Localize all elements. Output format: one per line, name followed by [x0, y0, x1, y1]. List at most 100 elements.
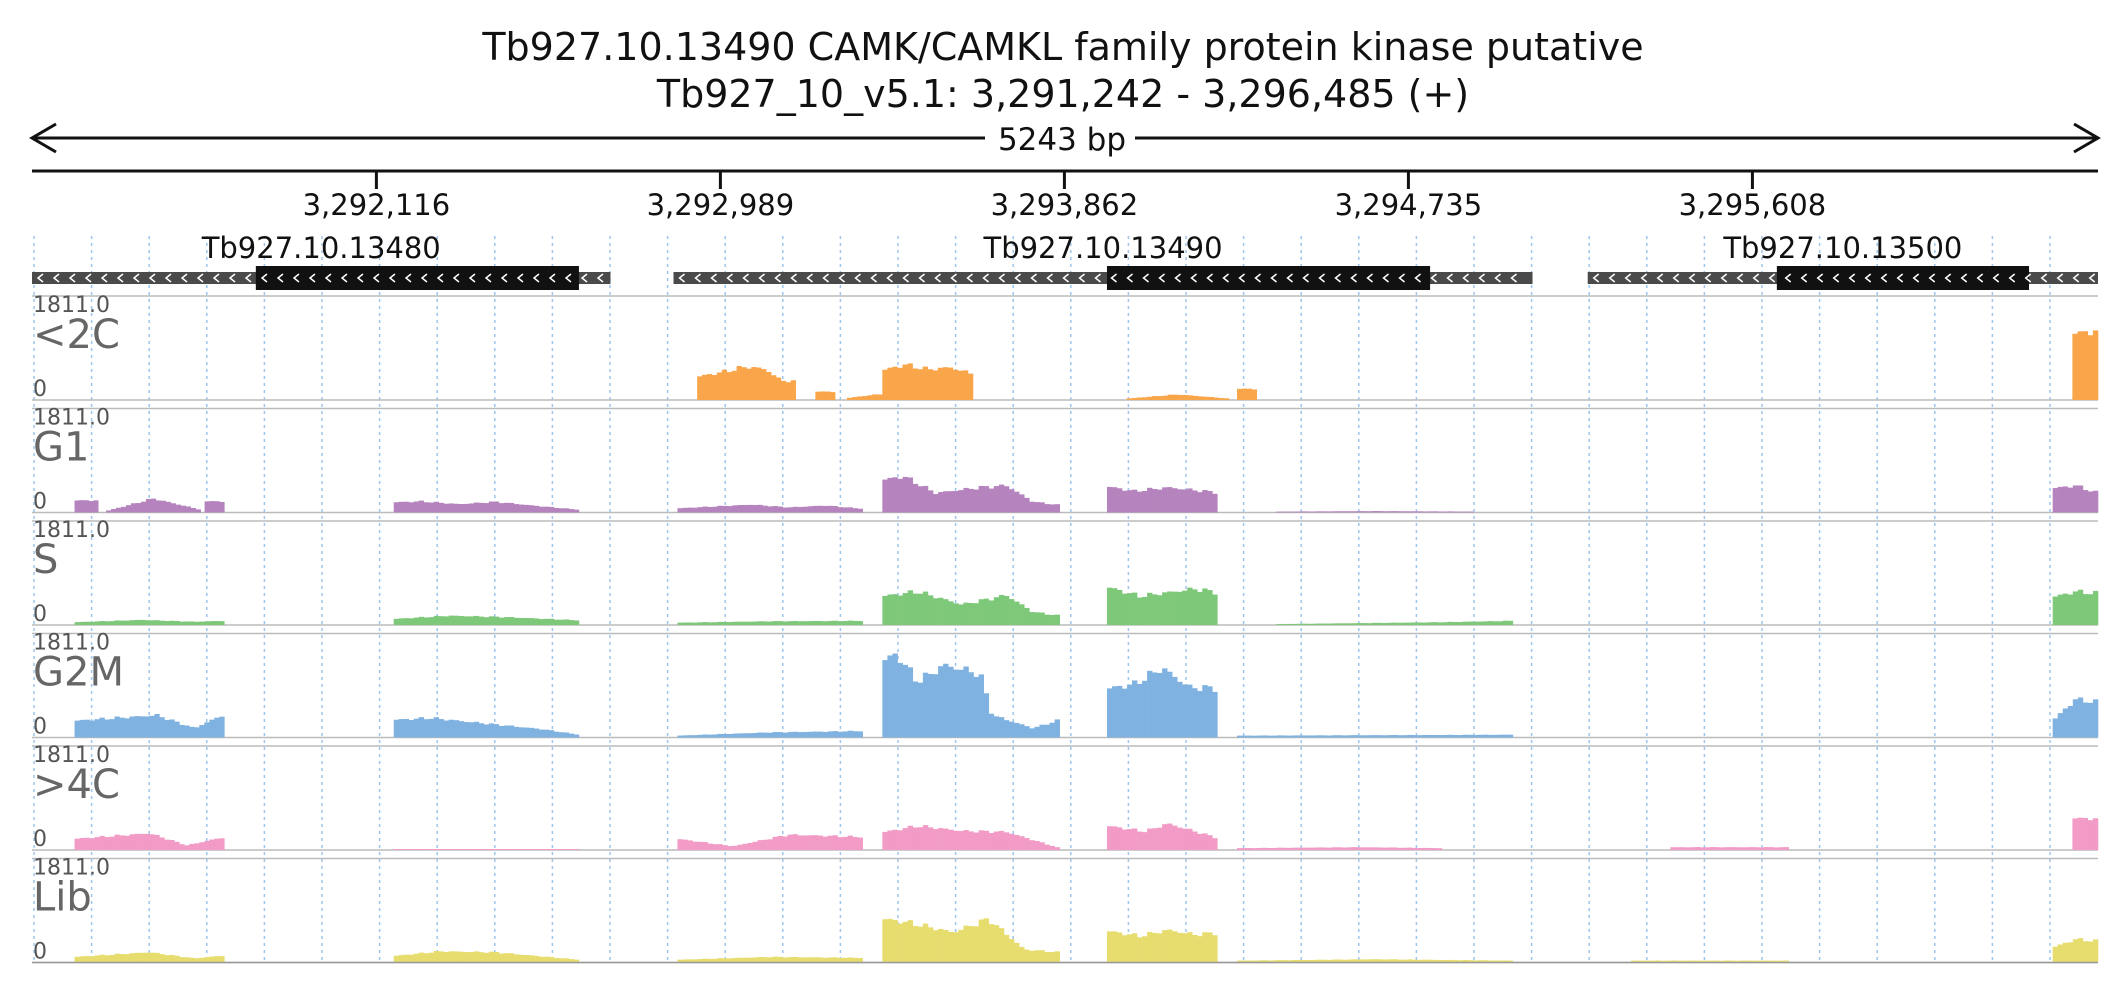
- coverage-bar: [418, 849, 425, 850]
- coverage-bar: [1685, 960, 1691, 963]
- coverage-bar: [707, 843, 713, 850]
- coverage-bar: [1416, 847, 1423, 850]
- coverage-bar: [1321, 511, 1328, 513]
- coverage-bar: [1167, 671, 1173, 738]
- coverage-bar: [917, 369, 923, 400]
- coverage-bar: [822, 621, 828, 625]
- coverage-bar: [822, 505, 828, 513]
- coverage-bar: [892, 653, 898, 738]
- coverage-bar: [1157, 672, 1163, 738]
- coverage-bar: [953, 669, 959, 738]
- track-name-label: Lib: [33, 875, 92, 921]
- strand-arrow: [806, 273, 813, 283]
- strand-arrow: [500, 273, 508, 283]
- strand-arrow: [1768, 273, 1776, 283]
- strand-arrow: [1142, 273, 1149, 283]
- coverage-bar: [558, 958, 565, 963]
- coverage-bar: [837, 837, 843, 850]
- coverage-bar: [413, 718, 420, 738]
- strand-arrow: [1880, 273, 1888, 283]
- coverage-bar: [84, 621, 90, 625]
- coverage-bar: [887, 367, 893, 400]
- coverage-bar: [169, 620, 175, 625]
- coverage-bar: [1462, 734, 1469, 738]
- coverage-bar: [1422, 511, 1429, 513]
- coverage-bar: [892, 594, 898, 625]
- coverage-bar: [1640, 960, 1647, 963]
- coverage-bar: [1336, 623, 1343, 625]
- coverage-bar: [837, 507, 843, 513]
- grid-lines: [33, 236, 2051, 962]
- coverage-bar: [677, 622, 683, 625]
- coverage-bar: [448, 849, 455, 850]
- coverage-bar: [2052, 718, 2059, 738]
- coverage-bar: [1277, 735, 1283, 738]
- coverage-bar: [174, 620, 180, 625]
- coverage-bar: [99, 621, 105, 625]
- strand-arrow: [1720, 273, 1728, 283]
- coverage-bar: [737, 505, 743, 513]
- coverage-bar: [953, 830, 959, 850]
- coverage-bar: [702, 622, 708, 625]
- coverage-bar: [1734, 847, 1740, 850]
- coverage-bar: [1162, 668, 1168, 738]
- coverage-bar: [792, 506, 798, 513]
- coverage-bar: [1147, 828, 1153, 850]
- coverage-bar: [1442, 622, 1448, 625]
- coverage-bar: [179, 724, 185, 738]
- coverage-bar: [528, 618, 535, 625]
- track-name-label: S: [33, 537, 58, 583]
- coverage-bar: [2092, 590, 2099, 625]
- coverage-bar: [1331, 623, 1338, 625]
- coverage-bar: [1392, 511, 1398, 513]
- coverage-bar: [1382, 511, 1388, 513]
- gene-Tb927.10.13500[interactable]: Tb927.10.13500: [1587, 231, 2098, 290]
- coverage-bar: [1362, 735, 1368, 738]
- coverage-bar: [726, 372, 732, 400]
- coverage-bar: [498, 726, 505, 738]
- gene-Tb927.10.13480[interactable]: Tb927.10.13480: [32, 231, 611, 290]
- coverage-bar: [1182, 828, 1188, 850]
- coverage-bar: [842, 621, 848, 625]
- coverage-bar: [1202, 932, 1208, 963]
- coverage-bar: [1467, 960, 1474, 963]
- coverage-bar: [443, 952, 450, 963]
- coverage-bar: [993, 925, 1000, 963]
- track-min-label: 0: [33, 715, 47, 740]
- coverage-bar: [852, 731, 858, 738]
- coverage-bar: [1044, 951, 1050, 963]
- coverage-bar: [1257, 735, 1263, 738]
- track->4C: 1811.0 0 >4C: [32, 743, 2099, 852]
- coverage-bar: [1029, 501, 1035, 513]
- coverage-bar: [1157, 489, 1163, 513]
- strand-arrow: [2008, 273, 2016, 283]
- coverage-bar: [1326, 511, 1333, 513]
- coverage-bar: [717, 958, 723, 963]
- coverage-bar: [1739, 960, 1745, 963]
- coverage-bar: [1197, 591, 1203, 625]
- coverage-bar: [1431, 848, 1438, 850]
- coverage-bar: [393, 502, 400, 513]
- coverage-bar: [812, 505, 818, 513]
- coverage-bar: [1301, 847, 1308, 850]
- coverage-bar: [1361, 847, 1368, 850]
- coverage-bar: [938, 597, 944, 625]
- coverage-bar: [692, 841, 698, 850]
- coverage-bar: [741, 367, 747, 400]
- coverage-bar: [756, 367, 762, 400]
- coverage-bar: [1241, 388, 1248, 400]
- coverage-bar: [518, 727, 525, 738]
- coverage-bar: [1039, 502, 1045, 513]
- coverage-bar: [988, 488, 995, 513]
- coverage-bar: [1292, 960, 1298, 963]
- gene-Tb927.10.13490[interactable]: Tb927.10.13490: [673, 231, 1533, 290]
- coverage-bar: [682, 735, 688, 738]
- gene-label: Tb927.10.13500: [1722, 231, 1962, 265]
- coverage-bar: [912, 925, 919, 963]
- coverage-bar: [1019, 724, 1025, 738]
- strand-arrow: [950, 273, 957, 283]
- coverage-bar: [2062, 593, 2069, 625]
- coverage-bar: [1157, 396, 1163, 400]
- coverage-bar: [1034, 950, 1040, 963]
- coverage-bar: [927, 673, 934, 738]
